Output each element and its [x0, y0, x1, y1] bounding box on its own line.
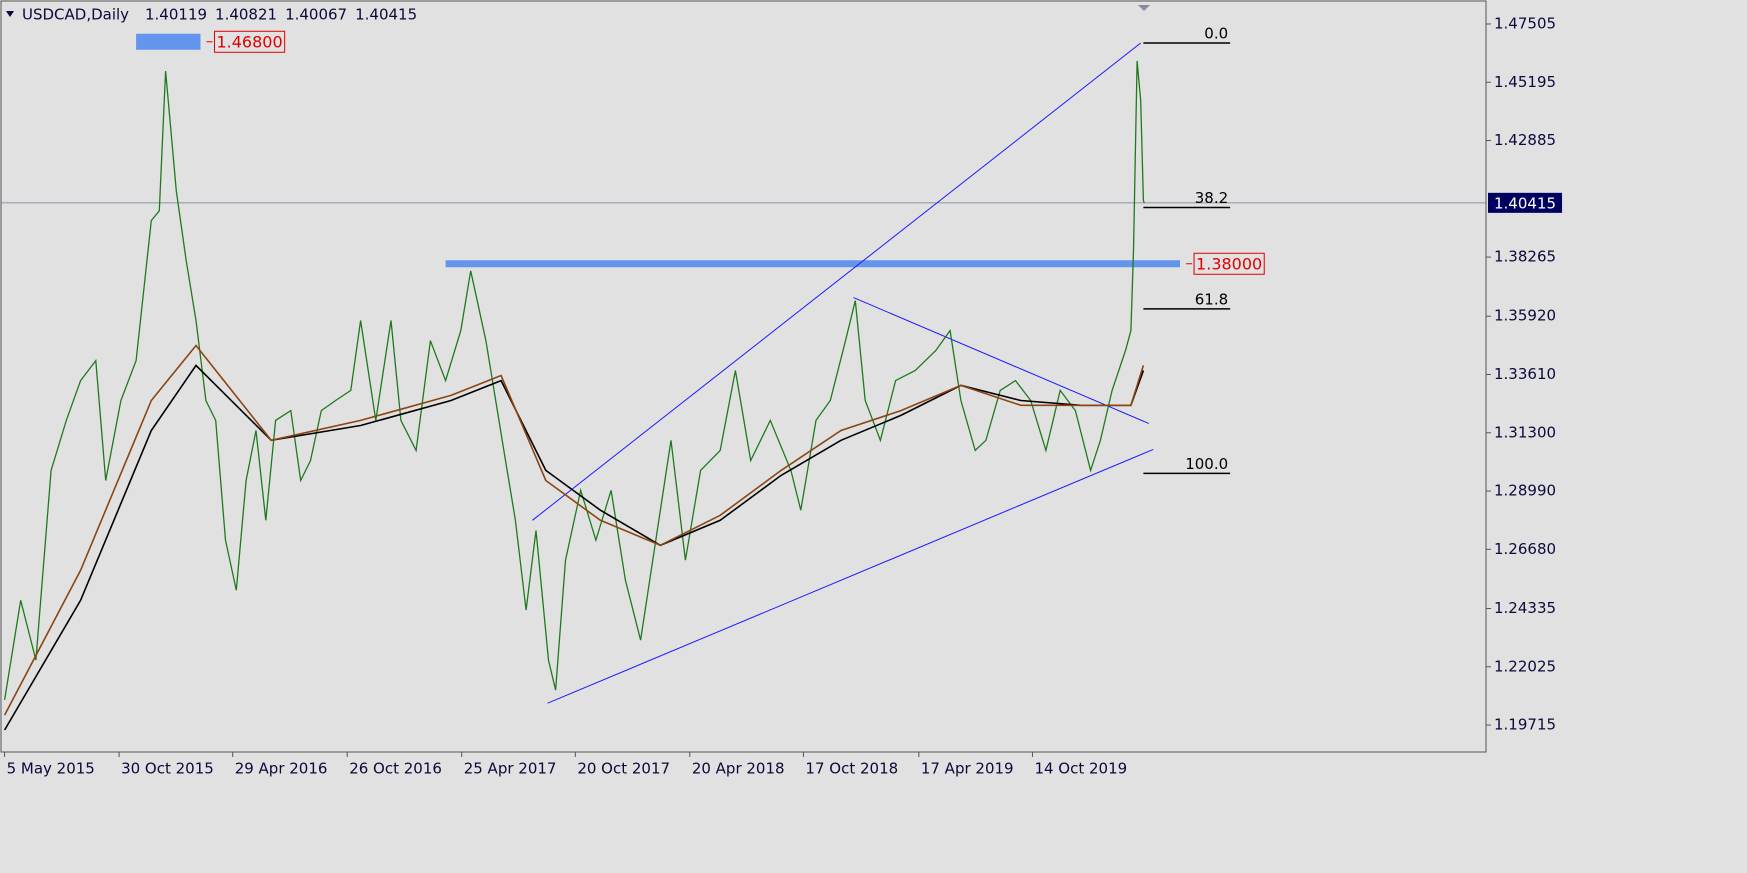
- x-tick-label: 26 Oct 2016: [349, 760, 442, 778]
- y-tick-label: 1.19715: [1494, 716, 1556, 734]
- y-tick-label: 1.38265: [1494, 248, 1556, 266]
- ohlc-value: 1.40119: [145, 6, 207, 24]
- symbol: USDCAD,Daily: [22, 6, 129, 24]
- ohlc-value: 1.40415: [355, 6, 417, 24]
- resistance-zone: [136, 33, 201, 50]
- x-tick-label: 20 Oct 2017: [577, 760, 670, 778]
- fib-label: 100.0: [1185, 455, 1228, 473]
- shift-marker: [1138, 5, 1150, 11]
- x-tick-label: 17 Oct 2018: [805, 760, 898, 778]
- y-tick-label: 1.45195: [1494, 73, 1556, 91]
- last-price-box: [1488, 192, 1563, 213]
- level-label-box: [1193, 252, 1265, 275]
- header: USDCAD,Daily: [22, 6, 129, 24]
- y-tick-label: 1.26680: [1494, 540, 1556, 558]
- y-tick-label: 1.35920: [1494, 307, 1556, 325]
- level-label-box: [213, 30, 286, 53]
- y-tick-label: 1.47505: [1494, 14, 1556, 32]
- x-tick-label: 30 Oct 2015: [121, 760, 214, 778]
- x-tick-label: 25 Apr 2017: [464, 760, 557, 778]
- level-label: 1.46800: [216, 32, 282, 51]
- x-tick-label: 14 Oct 2019: [1034, 760, 1127, 778]
- trendline: [853, 297, 1149, 424]
- y-tick-label: 1.24335: [1494, 599, 1556, 617]
- ohlc-value: 1.40821: [215, 6, 277, 24]
- moving-average: [3, 364, 1145, 731]
- y-tick-label: 1.31300: [1494, 423, 1556, 441]
- price-line: [3, 60, 1145, 701]
- x-tick-label: 17 Apr 2019: [921, 760, 1014, 778]
- y-tick-label: 1.22025: [1494, 657, 1556, 675]
- y-tick-label: 1.33610: [1494, 365, 1556, 383]
- trendline: [547, 448, 1154, 704]
- x-tick-label: 29 Apr 2016: [235, 760, 328, 778]
- plot-area: [0, 0, 1487, 753]
- level-label: 1.38000: [1196, 254, 1262, 273]
- fib-label: 61.8: [1195, 290, 1228, 308]
- fib-label: 0.0: [1204, 25, 1228, 43]
- moving-average: [3, 344, 1145, 716]
- last-price-label: 1.40415: [1494, 194, 1556, 212]
- menu-arrow[interactable]: [6, 11, 14, 17]
- ohlc-value: 1.40067: [285, 6, 347, 24]
- x-tick-label: 20 Apr 2018: [692, 760, 785, 778]
- x-tick-label: 5 May 2015: [7, 760, 95, 778]
- trendline: [532, 42, 1142, 521]
- fib-label: 38.2: [1195, 189, 1228, 207]
- y-tick-label: 1.42885: [1494, 131, 1556, 149]
- y-tick-label: 1.28990: [1494, 482, 1556, 500]
